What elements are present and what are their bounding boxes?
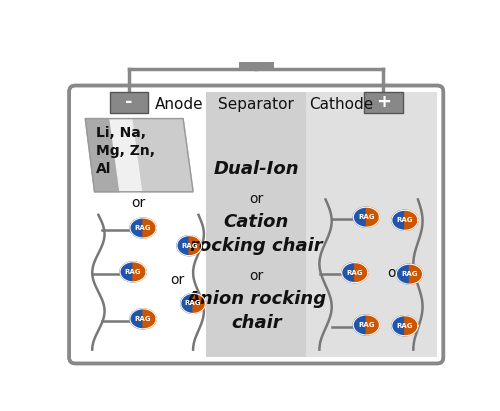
Polygon shape: [86, 119, 193, 192]
Text: RAG: RAG: [358, 214, 374, 220]
Text: RAG: RAG: [135, 316, 152, 322]
Bar: [206, 92, 306, 357]
Text: Separator: Separator: [218, 97, 294, 112]
Bar: [364, 92, 403, 113]
Polygon shape: [133, 262, 146, 282]
Text: +: +: [376, 93, 391, 111]
Text: Li, Na,
Mg, Zn,
Al: Li, Na, Mg, Zn, Al: [96, 125, 155, 176]
Polygon shape: [405, 210, 418, 230]
Polygon shape: [177, 236, 190, 256]
Bar: [306, 92, 437, 357]
Text: or: or: [388, 266, 402, 279]
Polygon shape: [143, 309, 156, 329]
FancyBboxPatch shape: [69, 85, 444, 363]
Text: Cathode: Cathode: [309, 97, 373, 112]
Polygon shape: [410, 264, 422, 284]
Polygon shape: [396, 264, 409, 284]
Polygon shape: [355, 263, 368, 283]
Polygon shape: [130, 309, 143, 329]
Text: or: or: [249, 192, 264, 206]
Text: RAG: RAG: [396, 217, 413, 223]
Text: Cation
rocking chair: Cation rocking chair: [190, 213, 322, 255]
Text: RAG: RAG: [401, 271, 417, 277]
Text: RAG: RAG: [185, 300, 202, 307]
Text: RAG: RAG: [346, 270, 363, 276]
Polygon shape: [86, 119, 120, 192]
Polygon shape: [133, 119, 193, 192]
Polygon shape: [190, 236, 202, 256]
Polygon shape: [130, 218, 143, 238]
Polygon shape: [405, 316, 418, 336]
Polygon shape: [392, 316, 405, 336]
Polygon shape: [181, 293, 193, 314]
Polygon shape: [120, 262, 133, 282]
Text: Dual-Ion: Dual-Ion: [214, 159, 299, 178]
Text: RAG: RAG: [358, 322, 374, 328]
Polygon shape: [366, 207, 380, 227]
Polygon shape: [366, 315, 380, 335]
Text: -: -: [126, 93, 133, 111]
Text: or: or: [170, 273, 185, 287]
Text: or: or: [249, 270, 264, 284]
Polygon shape: [354, 315, 366, 335]
Text: Anion rocking
chair: Anion rocking chair: [186, 290, 326, 332]
Polygon shape: [354, 207, 366, 227]
Polygon shape: [193, 293, 205, 314]
Polygon shape: [392, 210, 405, 230]
Text: Anode: Anode: [155, 97, 204, 112]
Text: or: or: [132, 196, 145, 210]
Polygon shape: [342, 263, 355, 283]
Text: RAG: RAG: [135, 225, 152, 231]
Polygon shape: [143, 218, 156, 238]
Polygon shape: [110, 119, 143, 192]
Bar: [110, 92, 148, 113]
Text: RAG: RAG: [181, 242, 198, 249]
Text: RAG: RAG: [125, 269, 142, 275]
Text: RAG: RAG: [396, 323, 413, 329]
